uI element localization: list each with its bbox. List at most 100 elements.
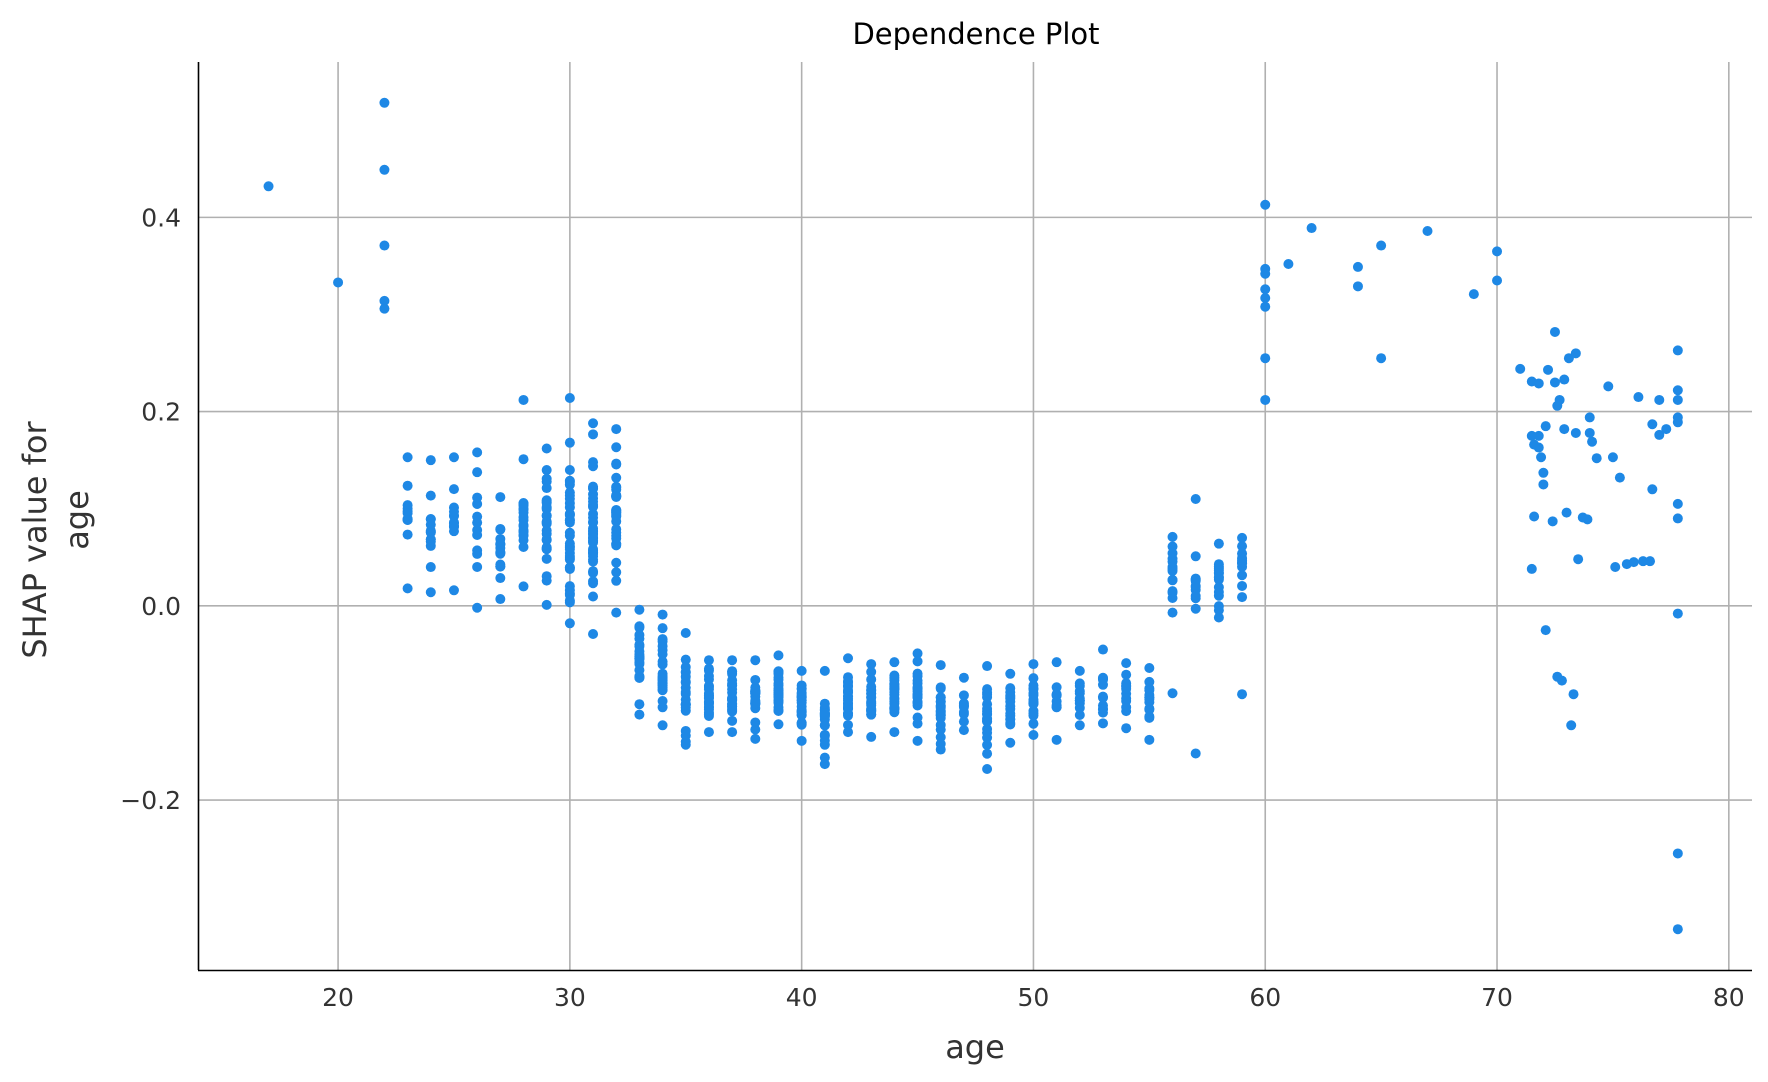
scatter-point <box>1237 541 1248 552</box>
scatter-point <box>1190 580 1201 591</box>
scatter-point <box>680 654 691 665</box>
scatter-point <box>1628 557 1639 568</box>
scatter-point <box>1260 353 1271 364</box>
scatter-point <box>935 682 946 693</box>
x-tick-label: 40 <box>786 983 818 1012</box>
scatter-point <box>912 648 923 659</box>
scatter-point <box>402 480 413 491</box>
scatter-point <box>727 655 738 666</box>
scatter-point <box>1654 394 1665 405</box>
scatter-point <box>1144 662 1155 673</box>
scatter-point <box>425 525 436 536</box>
scatter-point <box>1654 429 1665 440</box>
scatter-point <box>1028 698 1039 709</box>
scatter-point <box>1556 675 1567 686</box>
scatter-point <box>982 699 993 710</box>
scatter-point <box>1543 364 1554 375</box>
scatter-point <box>495 594 506 605</box>
scatter-point <box>611 482 622 493</box>
scatter-point <box>796 718 807 729</box>
y-axis-title-line-1: SHAP value for <box>16 421 54 659</box>
scatter-point <box>1213 601 1224 612</box>
scatter-point <box>703 680 714 691</box>
scatter-point <box>982 684 993 695</box>
scatter-point <box>657 645 668 656</box>
scatter-point <box>773 667 784 678</box>
scatter-point <box>1190 593 1201 604</box>
scatter-point <box>448 484 459 495</box>
scatter-point <box>657 720 668 731</box>
scatter-point <box>1587 436 1598 447</box>
scatter-point <box>564 585 575 596</box>
scatter-point <box>472 511 483 522</box>
scatter-point <box>680 736 691 747</box>
scatter-point <box>634 665 645 676</box>
scatter-point <box>1074 702 1085 713</box>
scatter-point <box>1121 702 1132 713</box>
scatter-point <box>541 599 552 610</box>
scatter-point <box>634 604 645 615</box>
scatter-point <box>750 717 761 728</box>
scatter-point <box>1661 424 1672 435</box>
scatter-point <box>1005 701 1016 712</box>
scatter-point <box>564 464 575 475</box>
scatter-point <box>1167 607 1178 618</box>
scatter-point <box>564 437 575 448</box>
scatter-point <box>912 712 923 723</box>
scatter-point <box>1538 479 1549 490</box>
scatter-point <box>1376 353 1387 364</box>
scatter-point <box>588 483 599 494</box>
scatter-point <box>588 532 599 543</box>
scatter-point <box>588 508 599 519</box>
scatter-point <box>819 698 830 709</box>
scatter-point <box>1260 284 1271 295</box>
scatter-point <box>1097 679 1108 690</box>
scatter-point <box>1573 554 1584 565</box>
scatter-point <box>1028 673 1039 684</box>
scatter-point <box>982 709 993 720</box>
scatter-point <box>657 685 668 696</box>
scatter-point <box>1028 680 1039 691</box>
scatter-point <box>1121 723 1132 734</box>
scatter-point <box>982 692 993 703</box>
scatter-point <box>1213 612 1224 623</box>
scatter-point <box>518 394 529 405</box>
scatter-point <box>1515 363 1526 374</box>
scatter-point <box>379 164 390 175</box>
scatter-point <box>1237 689 1248 700</box>
scatter-point <box>402 452 413 463</box>
scatter-point <box>1074 688 1085 699</box>
scatter-point <box>564 393 575 404</box>
scatter-point <box>564 479 575 490</box>
scatter-point <box>912 656 923 667</box>
x-tick-label: 20 <box>322 983 354 1012</box>
scatter-point <box>1005 687 1016 698</box>
scatter-point <box>1647 419 1658 430</box>
scatter-point <box>819 720 830 731</box>
scatter-point <box>1167 531 1178 542</box>
scatter-point <box>1633 392 1644 403</box>
scatter-point <box>1672 417 1683 428</box>
scatter-point <box>1672 608 1683 619</box>
scatter-point <box>1549 377 1560 388</box>
scatter-point <box>1638 556 1649 567</box>
scatter-point <box>1529 511 1540 522</box>
scatter-point <box>1533 378 1544 389</box>
scatter-point <box>1074 665 1085 676</box>
scatter-point <box>402 583 413 594</box>
scatter-point <box>1167 548 1178 559</box>
scatter-point <box>982 732 993 743</box>
scatter-point <box>727 666 738 677</box>
x-tick-label: 60 <box>1249 983 1281 1012</box>
scatter-point <box>1051 657 1062 668</box>
scatter-point <box>1051 700 1062 711</box>
scatter-point <box>564 510 575 521</box>
scatter-point <box>773 685 784 696</box>
y-axis-title-line-2: age <box>58 490 96 550</box>
scatter-point <box>588 578 599 589</box>
scatter-point <box>1167 575 1178 586</box>
scatter-point <box>1237 580 1248 591</box>
scatter-point <box>541 575 552 586</box>
scatter-point <box>1190 748 1201 759</box>
